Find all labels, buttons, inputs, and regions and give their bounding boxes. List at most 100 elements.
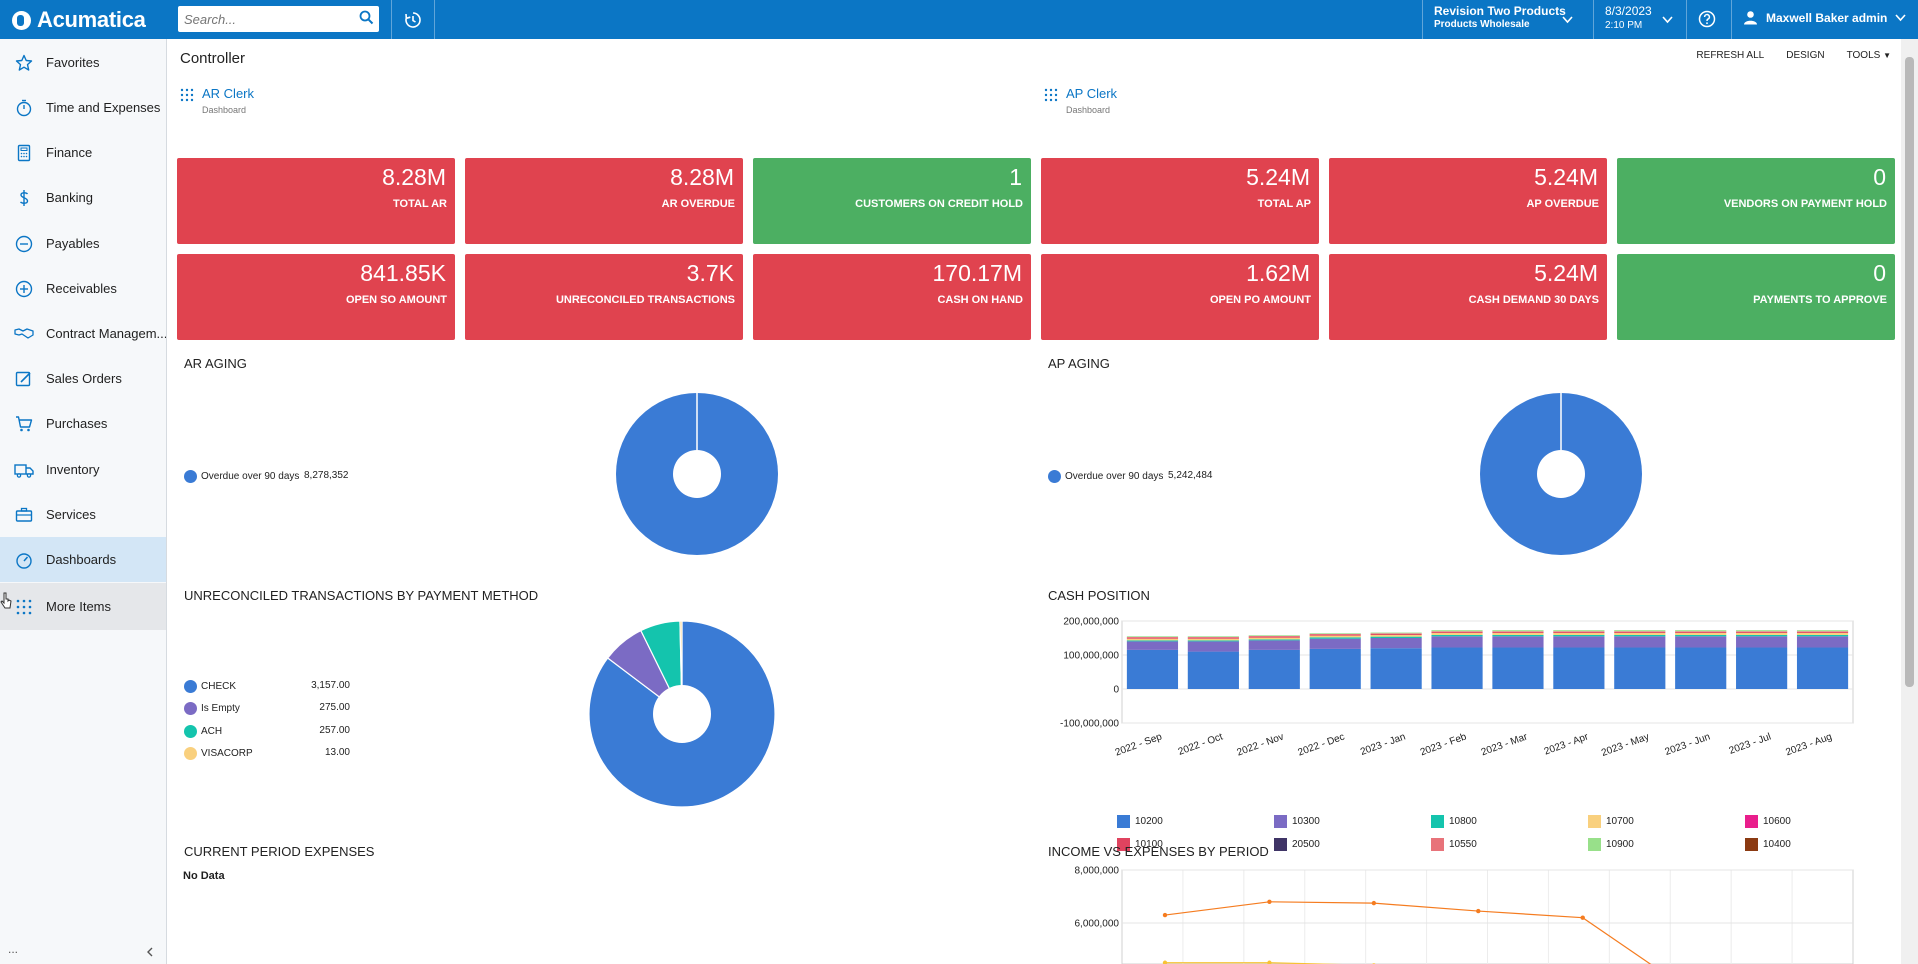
bar-segment-10900[interactable] — [1736, 630, 1788, 632]
legend-item[interactable]: VISACORP — [184, 746, 253, 760]
bar-segment-10300[interactable] — [1614, 636, 1666, 648]
bar-segment-10300[interactable] — [1553, 636, 1605, 648]
bar-segment-10550[interactable] — [1248, 635, 1300, 637]
sidebar-item-contract-management[interactable]: Contract Managem... — [0, 311, 166, 356]
bar-segment-10200[interactable] — [1736, 647, 1788, 689]
bar-segment-10300[interactable] — [1736, 636, 1788, 648]
kpi-tile-total-ap[interactable]: 5.24M TOTAL AP — [1041, 158, 1319, 244]
bar-segment-10550[interactable] — [1309, 633, 1361, 635]
legend-item-10400[interactable]: 10400 — [1745, 837, 1791, 851]
bar-segment-10200[interactable] — [1248, 649, 1300, 689]
legend-item-10600[interactable]: 10600 — [1745, 814, 1791, 828]
bar-segment-10550[interactable] — [1796, 631, 1849, 632]
data-point[interactable] — [1267, 960, 1272, 964]
data-point[interactable] — [1371, 900, 1377, 906]
bar-segment-10900[interactable] — [1187, 636, 1239, 637]
kpi-tile-payments-to-approve[interactable]: 0 PAYMENTS TO APPROVE — [1617, 254, 1895, 340]
sidebar-item-services[interactable]: Services — [0, 492, 166, 537]
bar-segment-10900[interactable] — [1492, 630, 1544, 632]
app-logo[interactable]: Acumatica — [12, 7, 146, 33]
bar-segment-10200[interactable] — [1431, 647, 1483, 689]
legend-item[interactable]: ACH — [184, 724, 222, 738]
bar-segment-10100[interactable] — [1126, 637, 1179, 639]
legend-item-10550[interactable]: 10550 — [1431, 837, 1477, 851]
bar-segment-10900[interactable] — [1126, 636, 1179, 637]
bar-segment-10900[interactable] — [1248, 635, 1300, 636]
data-point[interactable] — [1267, 899, 1272, 904]
bar-segment-10200[interactable] — [1309, 648, 1361, 689]
bar-segment-10700[interactable] — [1553, 632, 1605, 635]
bar-segment-10800[interactable] — [1309, 637, 1361, 639]
bar-segment-10300[interactable] — [1187, 641, 1239, 652]
bar-segment-10100[interactable] — [1796, 631, 1849, 633]
bar-segment-10200[interactable] — [1370, 648, 1422, 689]
bar-segment-10700[interactable] — [1614, 632, 1666, 635]
bar-segment-10800[interactable] — [1614, 634, 1666, 637]
bar-segment-10100[interactable] — [1187, 637, 1239, 639]
bar-segment-10550[interactable] — [1553, 631, 1605, 632]
kpi-tile-ar-overdue[interactable]: 8.28M AR OVERDUE — [465, 158, 743, 244]
design-button[interactable]: DESIGN — [1786, 50, 1825, 61]
bar-segment-10700[interactable] — [1187, 638, 1239, 641]
legend-item-10100[interactable]: 10100 — [1117, 837, 1163, 851]
data-point[interactable] — [1162, 960, 1168, 964]
bar-segment-10300[interactable] — [1431, 636, 1483, 648]
bar-segment-10200[interactable] — [1553, 647, 1605, 689]
sidebar-item-inventory[interactable]: Inventory — [0, 447, 166, 492]
bar-segment-10100[interactable] — [1370, 633, 1422, 635]
bar-segment-10550[interactable] — [1614, 631, 1666, 632]
series-line[interactable] — [1164, 901, 1687, 964]
bar-segment-10100[interactable] — [1431, 631, 1483, 633]
bar-segment-10200[interactable] — [1675, 647, 1727, 689]
bar-segment-10300[interactable] — [1796, 636, 1849, 648]
bar-segment-10550[interactable] — [1492, 631, 1544, 632]
bar-segment-10800[interactable] — [1675, 634, 1727, 637]
bar-segment-10200[interactable] — [1126, 649, 1179, 689]
search-input[interactable] — [178, 6, 353, 32]
legend-item-10900[interactable]: 10900 — [1588, 837, 1634, 851]
sidebar-item-more-items[interactable]: More Items — [0, 583, 166, 630]
page-scrollbar[interactable] — [1901, 39, 1918, 964]
bar-segment-10800[interactable] — [1370, 636, 1422, 638]
sidebar-more-dots[interactable]: ... — [8, 942, 19, 956]
bar-segment-10300[interactable] — [1248, 640, 1300, 650]
company-selector[interactable]: Revision Two Products Products Wholesale — [1434, 4, 1584, 30]
bar-segment-10700[interactable] — [1126, 638, 1179, 641]
scrollbar-thumb[interactable] — [1905, 57, 1914, 687]
bar-segment-10900[interactable] — [1431, 630, 1483, 632]
legend-item-10300[interactable]: 10300 — [1274, 814, 1320, 828]
kpi-tile-open-so-amount[interactable]: 841.85K OPEN SO AMOUNT — [177, 254, 455, 340]
bar-segment-10800[interactable] — [1431, 634, 1483, 637]
user-menu[interactable]: Maxwell Baker admin — [1743, 10, 1906, 25]
kpi-tile-total-ar[interactable]: 8.28M TOTAL AR — [177, 158, 455, 244]
bar-segment-10100[interactable] — [1614, 631, 1666, 633]
bar-segment-10550[interactable] — [1370, 633, 1422, 634]
business-date-selector[interactable]: 8/3/2023 2:10 PM — [1605, 4, 1652, 31]
bar-segment-10550[interactable] — [1431, 631, 1483, 632]
data-point[interactable] — [1476, 908, 1481, 914]
kpi-tile-vendors-on-payment-hold[interactable]: 0 VENDORS ON PAYMENT HOLD — [1617, 158, 1895, 244]
bar-segment-10900[interactable] — [1309, 633, 1361, 634]
bar-segment-10550[interactable] — [1126, 636, 1179, 638]
bar-segment-10100[interactable] — [1248, 636, 1300, 638]
sidebar-item-time-and-expenses[interactable]: Time and Expenses — [0, 85, 166, 130]
bar-segment-10700[interactable] — [1431, 632, 1483, 635]
sidebar-item-favorites[interactable]: Favorites — [0, 40, 166, 85]
legend-item-10200[interactable]: 10200 — [1117, 814, 1163, 828]
bar-segment-10900[interactable] — [1675, 630, 1727, 632]
series-line[interactable] — [1165, 962, 1583, 964]
bar-segment-10800[interactable] — [1492, 634, 1544, 637]
sidebar-item-payables[interactable]: Payables — [0, 221, 166, 266]
sidebar-item-dashboards[interactable]: Dashboards — [0, 537, 166, 582]
legend-item[interactable]: CHECK — [184, 679, 236, 693]
bar-segment-10800[interactable] — [1248, 639, 1300, 641]
bar-segment-10800[interactable] — [1126, 640, 1179, 642]
kpi-tile-ap-overdue[interactable]: 5.24M AP OVERDUE — [1329, 158, 1607, 244]
chevron-down-icon[interactable] — [1562, 14, 1573, 25]
bar-segment-10100[interactable] — [1492, 631, 1544, 633]
bar-segment-10200[interactable] — [1492, 647, 1544, 689]
bar-segment-10800[interactable] — [1187, 640, 1239, 642]
bar-segment-10100[interactable] — [1675, 631, 1727, 633]
bar-segment-10700[interactable] — [1675, 632, 1727, 635]
kpi-tile-open-po-amount[interactable]: 1.62M OPEN PO AMOUNT — [1041, 254, 1319, 340]
